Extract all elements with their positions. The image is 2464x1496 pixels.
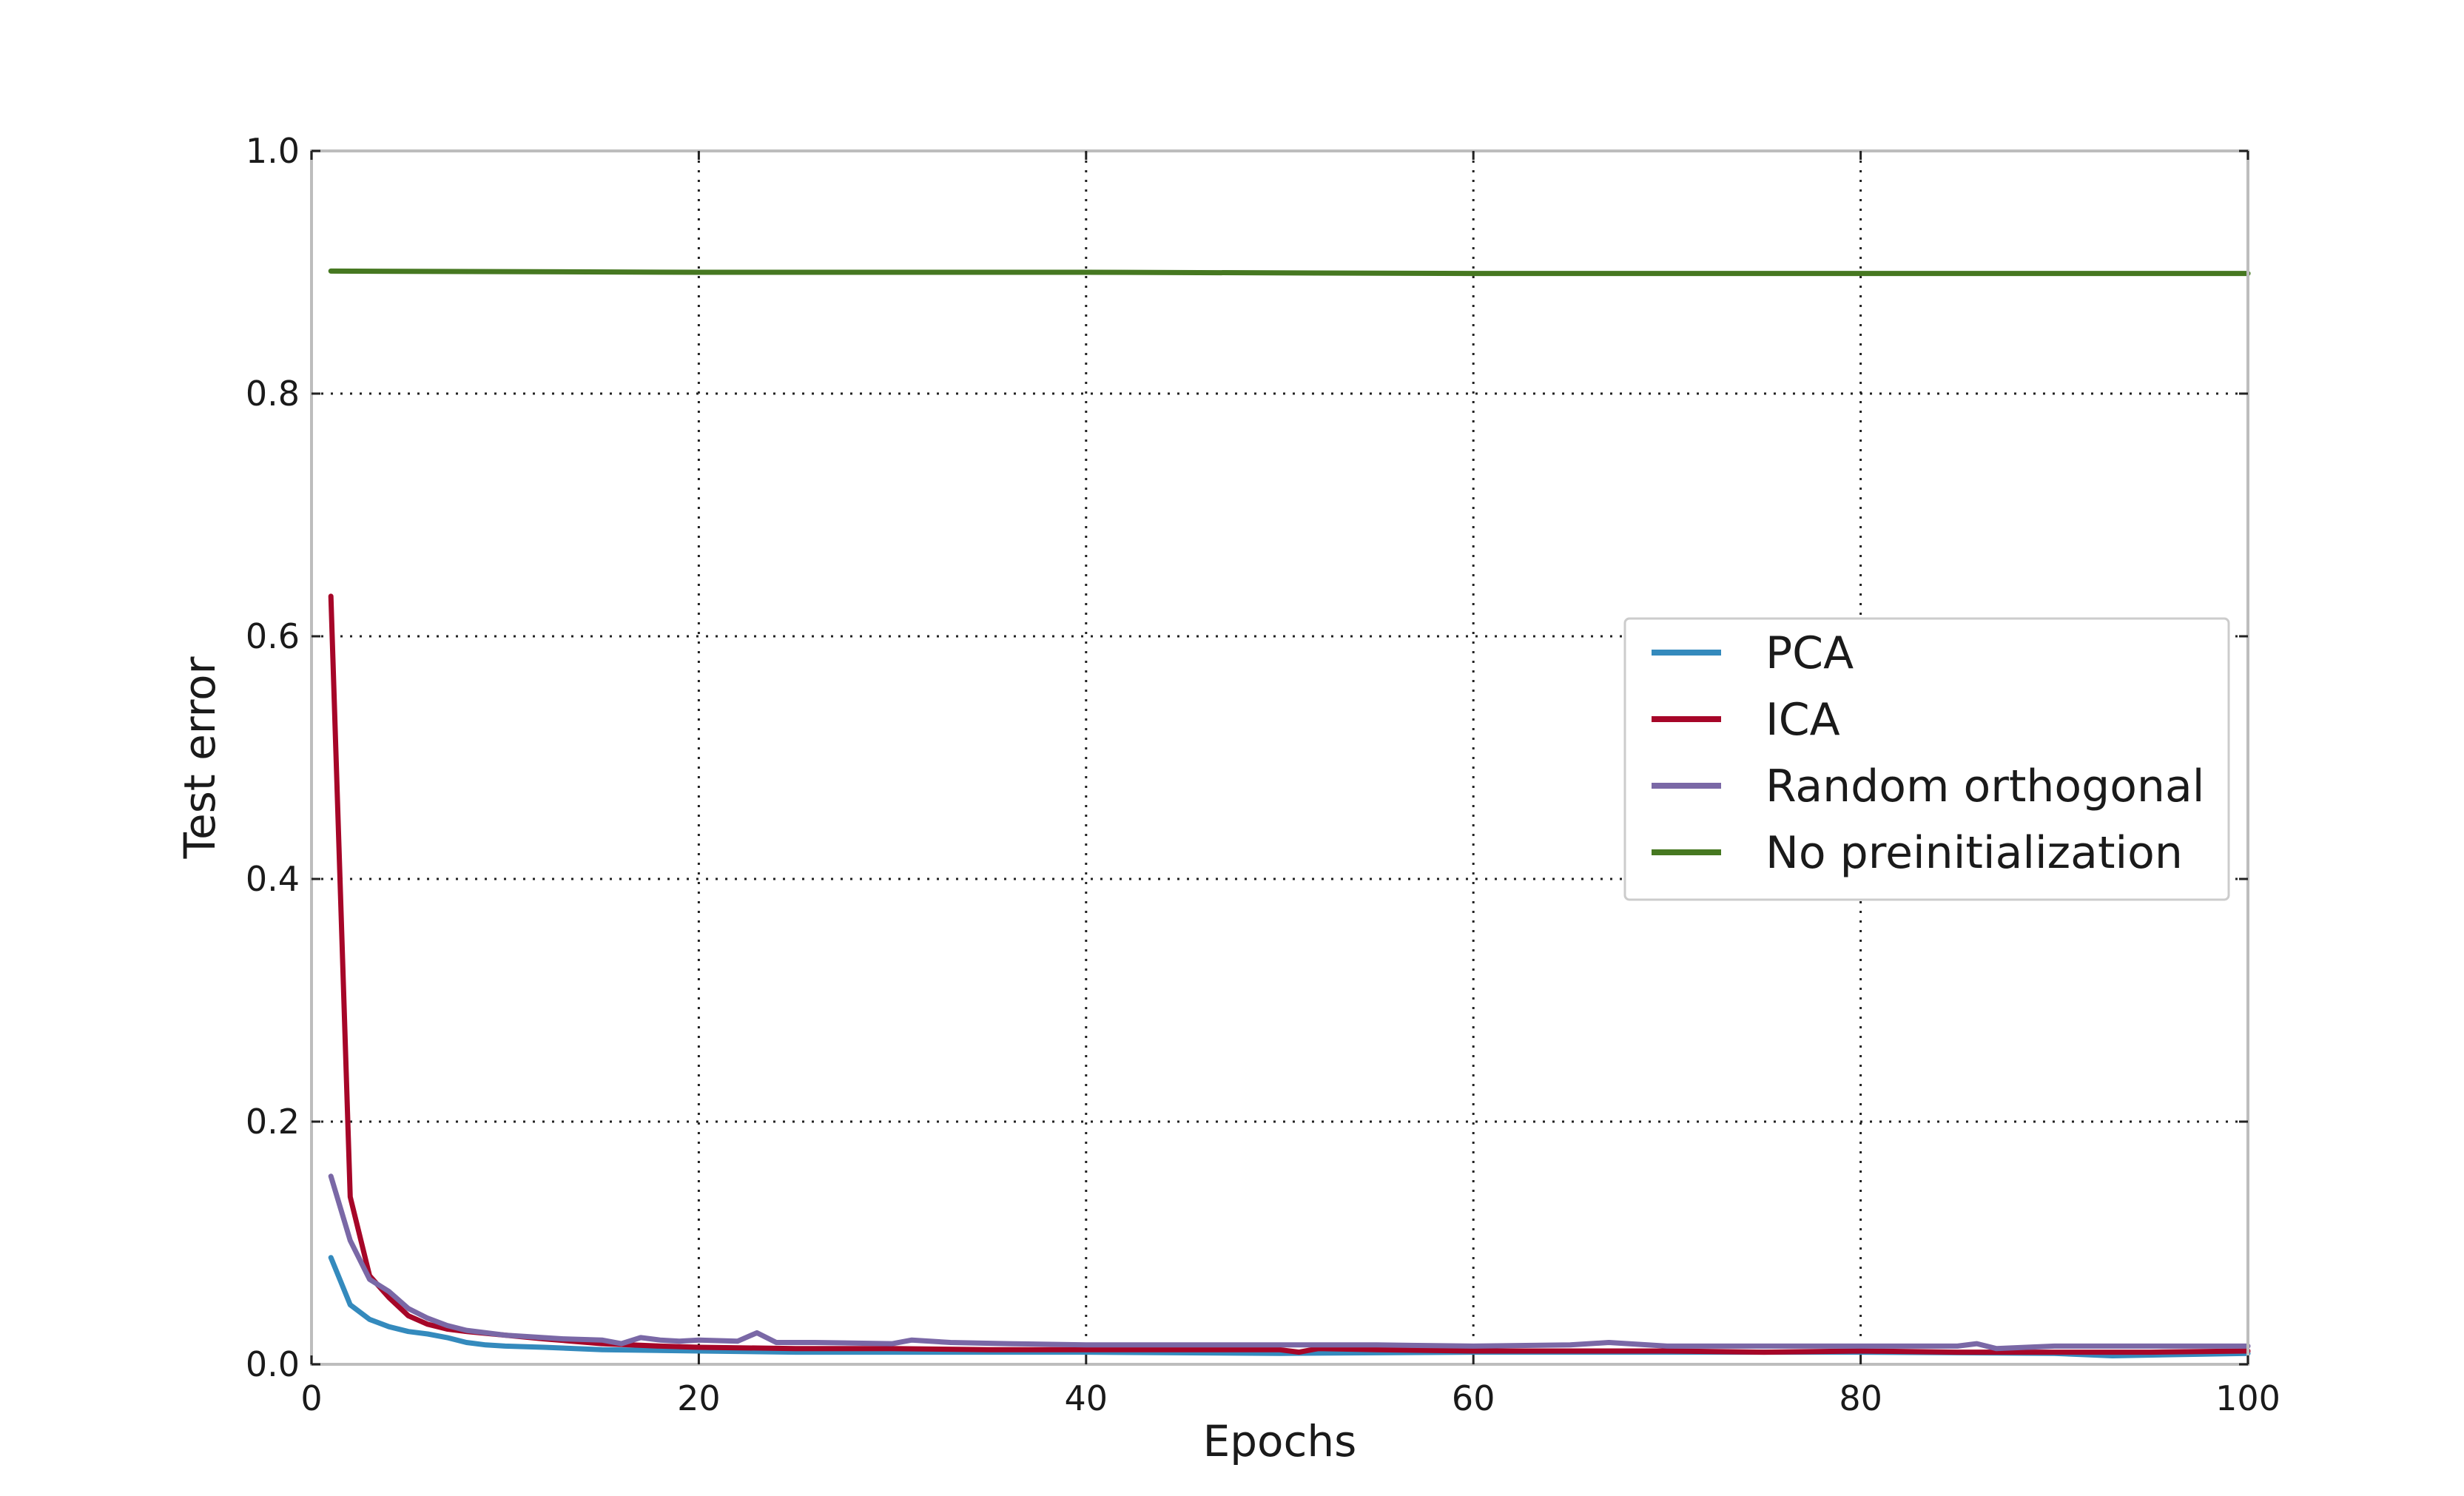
plot-frame <box>310 149 2249 1366</box>
x-tick-label: 20 <box>677 1378 721 1418</box>
axis-ticks: 0 20 40 60 80 100 0.0 0.2 0.4 0.6 0.8 1.0 <box>246 131 2280 1418</box>
series-line-ica <box>328 593 2251 1355</box>
y-tick-label: 0.8 <box>246 374 300 414</box>
legend-label-pca: PCA <box>1765 627 1854 679</box>
legend-items: PCA ICA Random orthogonal No preinitializat… <box>1652 627 2204 879</box>
series-line-random-orthogonal <box>328 1173 2251 1352</box>
legend-label-random-orthogonal: Random orthogonal <box>1765 761 2204 812</box>
legend-box <box>1623 617 2230 901</box>
series-lines <box>328 268 2251 1358</box>
y-axis-label: Test error <box>175 656 225 859</box>
x-tick-label: 60 <box>1452 1378 1495 1418</box>
x-tick-label: 100 <box>2215 1378 2280 1418</box>
y-tick-label: 0.4 <box>246 859 300 899</box>
x-tick-label: 40 <box>1065 1378 1108 1418</box>
y-tick-label: 0.0 <box>246 1344 300 1384</box>
y-tick-label: 0.2 <box>246 1102 300 1142</box>
x-axis-label: Epochs <box>1203 1416 1357 1466</box>
series-line-no-preinitialization <box>328 268 2251 277</box>
x-tick-label: 0 <box>300 1378 322 1418</box>
legend-label-no-preinitialization: No preinitialization <box>1765 827 2183 879</box>
y-tick-label: 1.0 <box>246 131 300 171</box>
y-tick-label: 0.6 <box>246 616 300 656</box>
legend: PCA ICA Random orthogonal No preinitializat… <box>1623 617 2230 901</box>
x-tick-label: 80 <box>1839 1378 1882 1418</box>
legend-label-ica: ICA <box>1765 694 1840 746</box>
